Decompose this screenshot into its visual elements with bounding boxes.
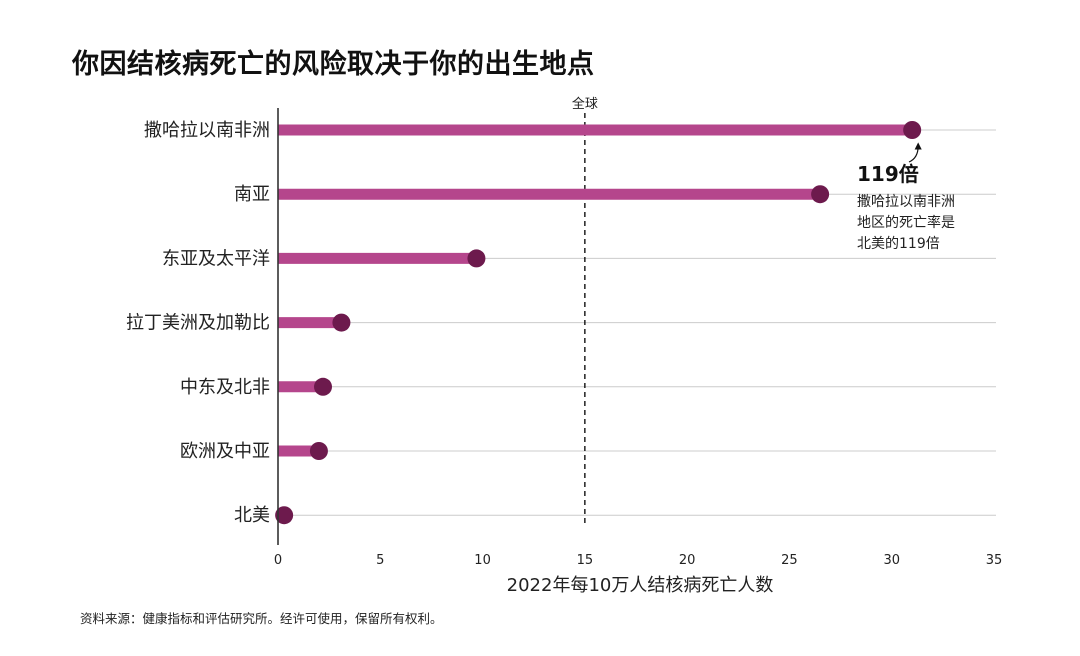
bar-endpoint-dot	[309, 442, 328, 460]
x-tick-label: 25	[781, 553, 798, 568]
category-label: 南亚	[234, 184, 270, 205]
annotation-line: 地区的死亡率是	[857, 214, 955, 231]
reference-label: 全球	[572, 96, 598, 112]
x-axis-label: 2022年每10万人结核病死亡人数	[507, 575, 774, 596]
x-tick-label: 10	[474, 553, 491, 568]
chart-title: 你因结核病死亡的风险取决于你的出生地点	[72, 49, 595, 80]
bar-endpoint-dot	[467, 249, 486, 268]
x-tick-label: 30	[883, 553, 900, 568]
category-label: 撒哈拉以南非洲	[144, 120, 270, 141]
annotation-arrow	[908, 142, 922, 163]
source-note: 资料来源：健康指标和评估研究所。经许可使用，保留所有权利。	[80, 611, 443, 626]
bar-endpoint-dot	[332, 313, 351, 332]
x-tick-label: 35	[986, 553, 1003, 568]
category-label: 拉丁美洲及加勒比	[126, 313, 270, 334]
x-tick-label: 20	[679, 553, 696, 568]
x-tick-label: 15	[577, 553, 594, 568]
bar-endpoint-dot	[275, 506, 294, 525]
bar-endpoint-dot	[903, 121, 922, 139]
x-tick-label: 5	[376, 553, 384, 568]
bar-endpoint-dot	[314, 377, 333, 396]
bar-endpoint-dot	[811, 185, 830, 204]
x-tick-label: 0	[274, 553, 282, 568]
category-label: 北美	[234, 505, 270, 526]
category-label: 东亚及太平洋	[162, 248, 270, 269]
category-label: 中东及北非	[180, 377, 270, 398]
annotation-headline: 119倍	[857, 162, 919, 186]
annotation-line: 撒哈拉以南非洲	[857, 194, 955, 210]
category-label: 欧洲及中亚	[180, 441, 270, 462]
annotation-line: 北美的119倍	[857, 236, 940, 252]
